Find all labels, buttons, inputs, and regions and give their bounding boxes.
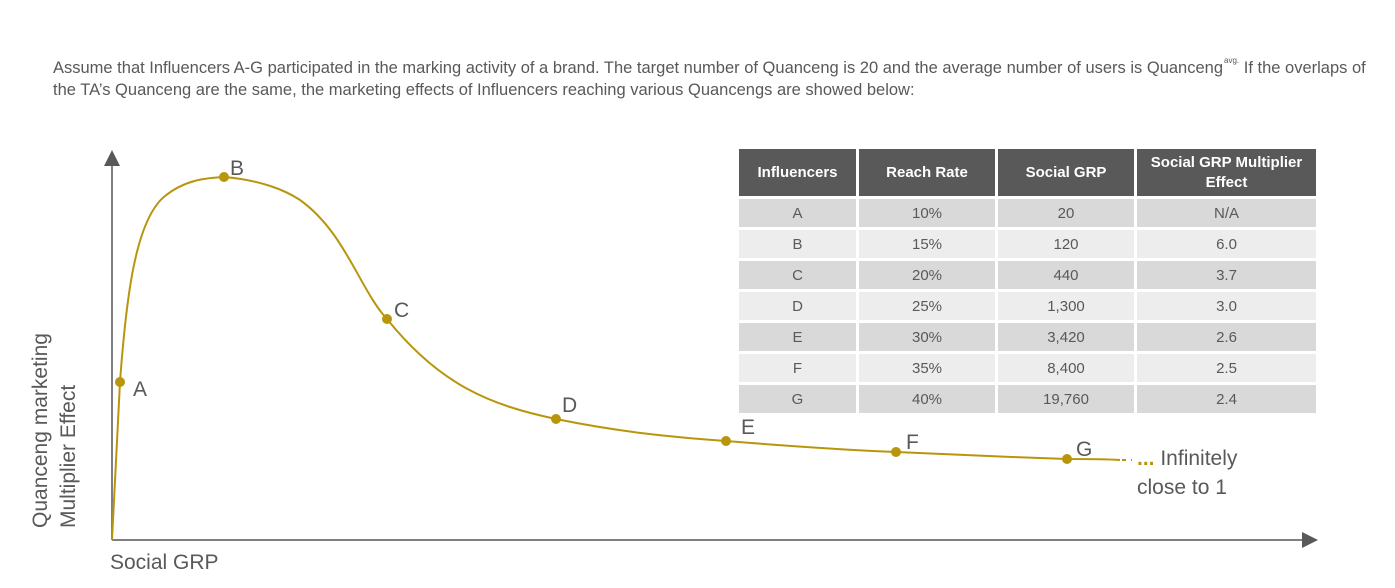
table-cell: D <box>739 289 859 322</box>
table-row: D 25% 1,300 3.0 <box>739 289 1316 322</box>
table-cell: 3.0 <box>1135 289 1316 322</box>
point-label-f: F <box>906 431 919 454</box>
intro-sup: avg. <box>1224 56 1240 65</box>
curve-point-a <box>115 377 125 387</box>
influencer-table: Influencers Reach Rate Social GRP Social… <box>739 149 1316 413</box>
intro-part2: If the overlaps of the TA’s Quanceng are… <box>53 59 1366 99</box>
table-cell: 2.5 <box>1135 351 1316 384</box>
y-axis-label-line1: Quanceng marketing <box>29 333 52 528</box>
table-row: B 15% 120 6.0 <box>739 227 1316 260</box>
intro-text: Assume that Influencers A-G participated… <box>53 50 1373 101</box>
table-cell: 25% <box>857 289 998 322</box>
table-header-row: Influencers Reach Rate Social GRP Social… <box>739 149 1316 198</box>
table-cell: 2.6 <box>1135 320 1316 353</box>
point-label-b: B <box>230 157 244 180</box>
table-cell: 120 <box>996 227 1137 260</box>
point-label-e: E <box>741 416 755 439</box>
point-label-a: A <box>133 378 147 401</box>
point-label-d: D <box>562 394 577 417</box>
table-cell: B <box>739 227 859 260</box>
table-cell: 40% <box>857 382 998 413</box>
table-cell: 35% <box>857 351 998 384</box>
point-label-c: C <box>394 299 409 322</box>
table-cell: 8,400 <box>996 351 1137 384</box>
x-axis-label: Social GRP <box>110 551 219 574</box>
table-cell: 440 <box>996 258 1137 291</box>
header-reach-rate: Reach Rate <box>857 149 998 198</box>
table-row: G 40% 19,760 2.4 <box>739 382 1316 413</box>
table-cell: F <box>739 351 859 384</box>
table-cell: E <box>739 320 859 353</box>
curve-point-d <box>551 414 561 424</box>
table-cell: C <box>739 258 859 291</box>
curve-point-c <box>382 314 392 324</box>
table-row: C 20% 440 3.7 <box>739 258 1316 291</box>
header-multiplier-effect: Social GRP Multiplier Effect <box>1135 149 1316 198</box>
y-axis-label: Quanceng marketing Multiplier Effect <box>29 333 80 528</box>
table-cell: N/A <box>1135 196 1316 229</box>
table-row: A 10% 20 N/A <box>739 196 1316 229</box>
point-label-g: G <box>1076 438 1092 461</box>
table-row: F 35% 8,400 2.5 <box>739 351 1316 384</box>
intro-part1: Assume that Influencers A-G participated… <box>53 59 1224 77</box>
curve-point-b <box>219 172 229 182</box>
multiplier-curve <box>111 175 1121 541</box>
y-axis-label-line2: Multiplier Effect <box>57 385 80 528</box>
table-cell: 20% <box>857 258 998 291</box>
annotation-line1: ... Infinitely <box>1137 447 1238 470</box>
header-influencers: Influencers <box>739 149 859 198</box>
table-cell: 6.0 <box>1135 227 1316 260</box>
table-cell: G <box>739 382 859 413</box>
table-row: E 30% 3,420 2.6 <box>739 320 1316 353</box>
table-cell: 15% <box>857 227 998 260</box>
header-social-grp: Social GRP <box>996 149 1137 198</box>
table-cell: 2.4 <box>1135 382 1316 413</box>
table-cell: 19,760 <box>996 382 1137 413</box>
curve-point-e <box>721 436 731 446</box>
table-cell: 3,420 <box>996 320 1137 353</box>
table-cell: 10% <box>857 196 998 229</box>
table-cell: A <box>739 196 859 229</box>
curve-point-g <box>1062 454 1072 464</box>
table-cell: 20 <box>996 196 1137 229</box>
annotation-line2: close to 1 <box>1137 476 1227 499</box>
table-cell: 1,300 <box>996 289 1137 322</box>
table-cell: 3.7 <box>1135 258 1316 291</box>
curve-point-f <box>891 447 901 457</box>
table-cell: 30% <box>857 320 998 353</box>
